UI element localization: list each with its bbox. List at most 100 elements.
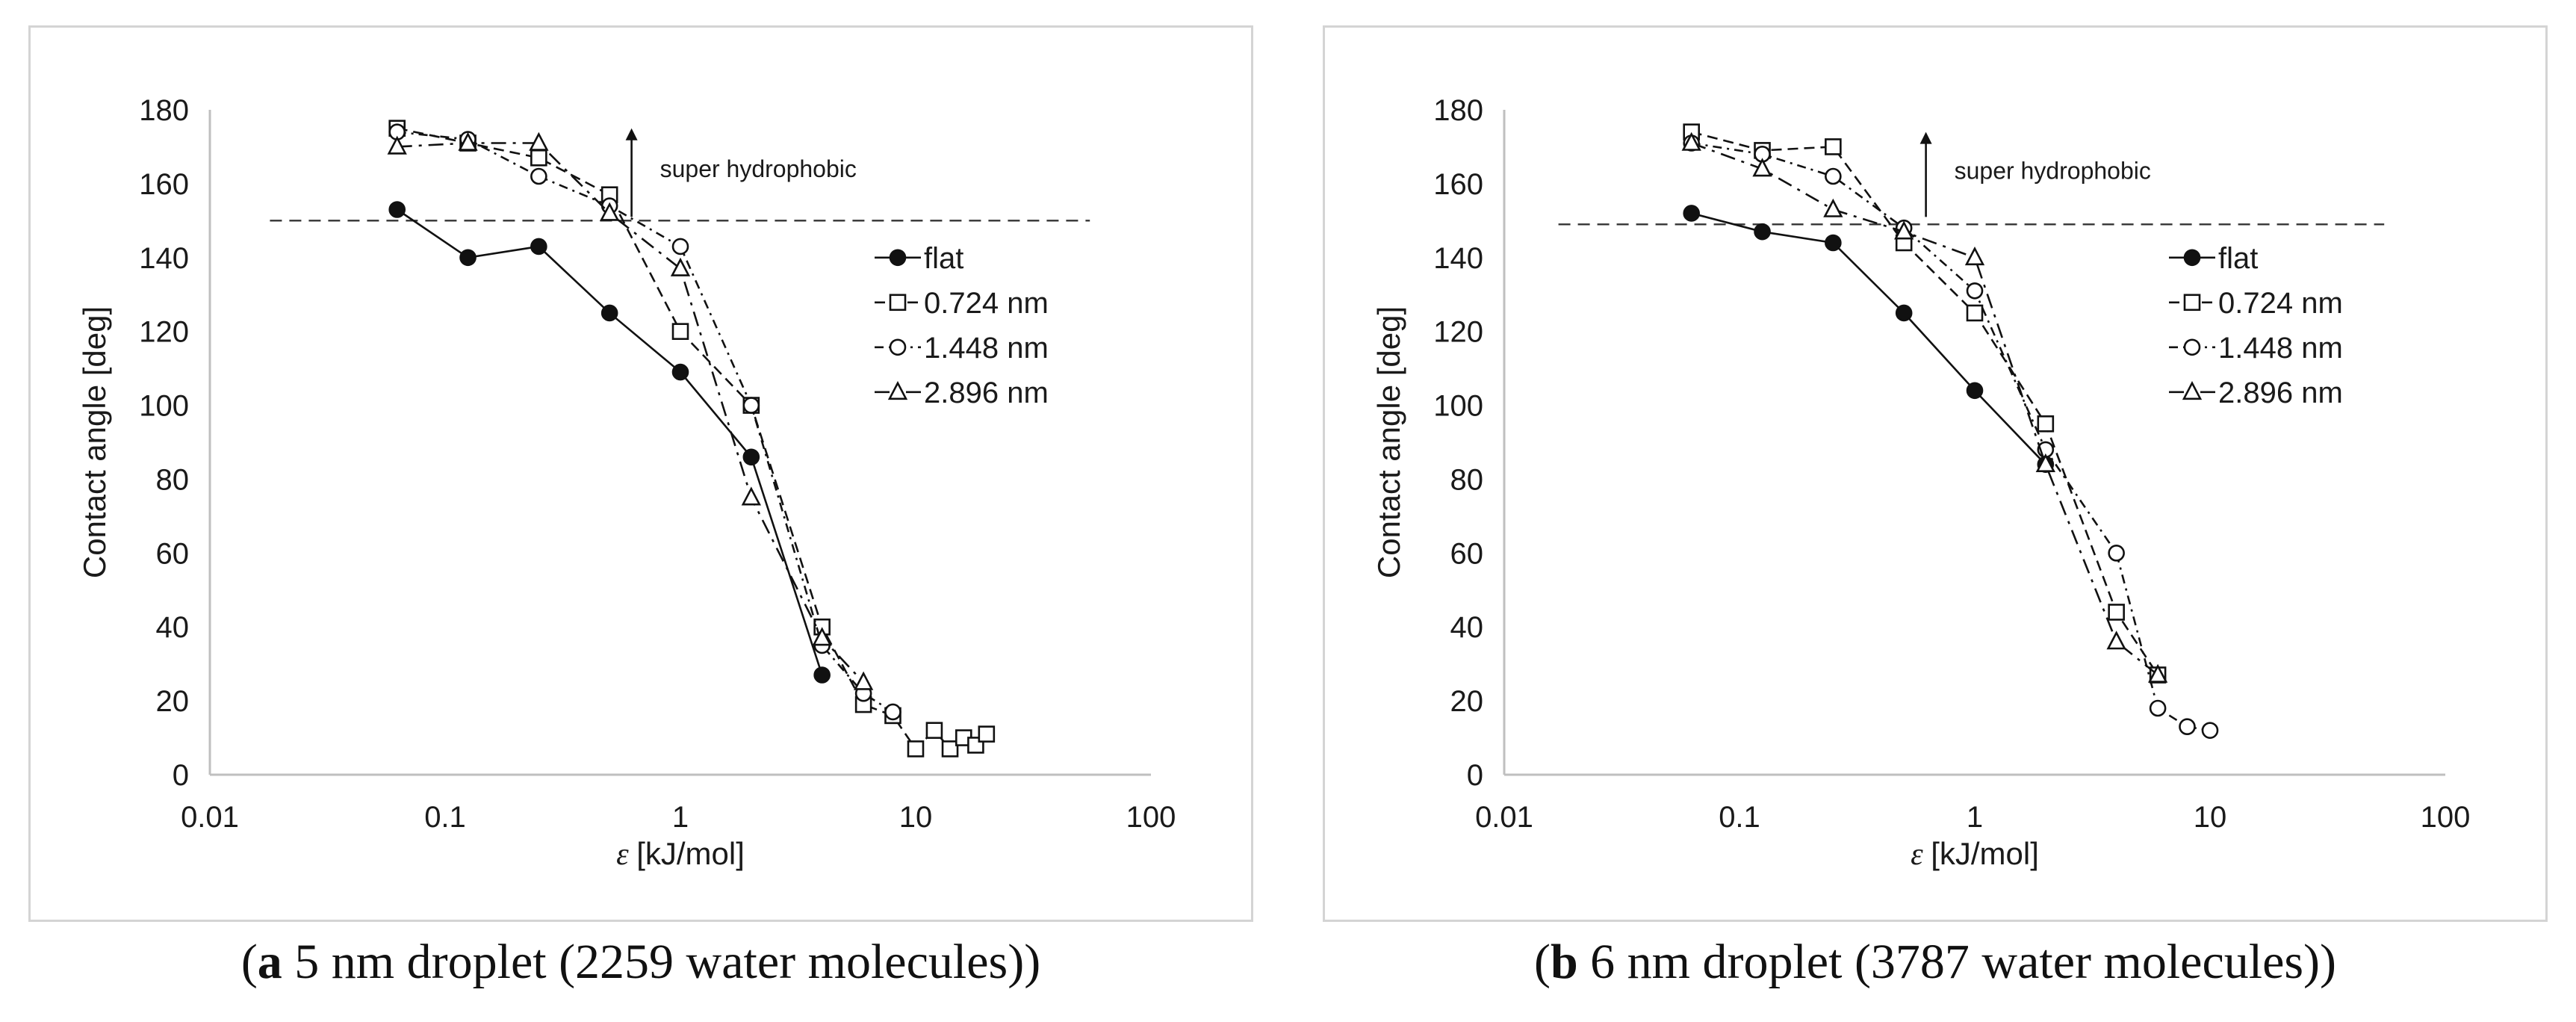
data-point-flat-b	[1895, 304, 1913, 322]
y-tick-label-b-100: 100	[1433, 390, 1483, 423]
series-line-2-896-nm-b	[1691, 142, 2158, 676]
chart-panel-b: 0 20 40 60 80 100 120 140 160 180 0.01 0.1 1 10 100 Con…	[1323, 25, 2548, 922]
data-point-2-896-nm-a	[458, 131, 478, 151]
data-point-flat-b	[1825, 234, 1842, 252]
y-tick-label-a-180: 180	[139, 94, 189, 127]
x-tick-label-b-10: 10	[2194, 801, 2227, 834]
legend-marker-1-448-nm-a	[889, 338, 907, 356]
data-point-flat-a	[600, 304, 618, 322]
x-tick-label-a-0-01: 0.01	[181, 801, 239, 834]
data-point-1-448-nm-a	[742, 397, 760, 414]
data-point-2-896-nm-b	[1964, 246, 1985, 266]
x-axis-symbol-b: ε	[1911, 837, 1931, 872]
data-point-2-896-nm-a	[600, 202, 620, 221]
data-point-flat-b	[1966, 382, 1984, 400]
y-tick-label-b-160: 160	[1433, 168, 1483, 201]
legend-label-flat-a: flat	[924, 242, 963, 275]
y-tick-label-b-120: 120	[1433, 316, 1483, 349]
data-point-2-896-nm-b	[1681, 131, 1701, 151]
legend-marker-0-724-nm-a	[889, 294, 907, 312]
series-1-448-nm-b	[1683, 134, 2219, 739]
y-tick-label-b-60: 60	[1450, 537, 1484, 570]
y-tick-label-a-80: 80	[156, 463, 190, 496]
x-axis-unit-a: [kJ/mol]	[636, 836, 745, 871]
y-tick-label-b-40: 40	[1450, 611, 1484, 644]
annotation-arrow-head-b	[1919, 131, 1932, 144]
y-tick-label-a-140: 140	[139, 242, 189, 275]
series-flat-a	[388, 201, 831, 684]
data-point-1-448-nm-b	[1825, 167, 1842, 185]
legend-marker-2-896-nm-a	[887, 380, 908, 400]
caption-a: (a 5 nm droplet (2259 water molecules))	[240, 935, 1041, 989]
legend-marker-flat-a	[889, 249, 907, 267]
x-tick-label-b-0-1: 0.1	[1719, 801, 1760, 834]
data-point-1-448-nm-a	[884, 703, 901, 721]
annotation-text-b: super hydrophobic	[1955, 158, 2151, 185]
caption-a-text: 5 nm droplet (2259 water molecules)	[282, 935, 1025, 989]
series-2-896-nm-b	[1681, 131, 2168, 683]
x-axis-title-b: ε [kJ/mol]	[1911, 836, 2039, 872]
data-point-0-724-nm-a	[907, 740, 925, 758]
series-line-1-448-nm-b	[1691, 142, 2211, 731]
series-0-724-nm-b	[1683, 123, 2167, 684]
legend-label-0-724-nm-b: 0.724 nm	[2218, 287, 2343, 320]
legend-label-2-896-nm-b: 2.896 nm	[2218, 377, 2343, 409]
data-point-2-896-nm-b	[1894, 220, 1914, 240]
series-line-flat-a	[396, 208, 823, 675]
y-tick-label-b-80: 80	[1450, 463, 1484, 496]
legend-marker-1-448-nm-b	[2183, 338, 2201, 356]
series-flat-b	[1683, 205, 2055, 473]
data-point-0-724-nm-b	[1825, 138, 1842, 155]
y-tick-label-a-60: 60	[156, 537, 190, 570]
x-tick-label-a-0-1: 0.1	[424, 801, 466, 834]
y-tick-label-a-120: 120	[139, 316, 189, 349]
x-tick-label-a-10: 10	[899, 801, 933, 834]
y-axis-title-a: Contact angle [deg]	[77, 306, 112, 578]
y-tick-label-b-0: 0	[1467, 759, 1483, 792]
data-point-0-724-nm-a	[941, 740, 959, 758]
y-axis-title-b: Contact angle [deg]	[1371, 306, 1406, 578]
y-tick-label-a-40: 40	[156, 611, 190, 644]
y-tick-label-b-20: 20	[1450, 685, 1484, 718]
data-point-2-896-nm-b	[2147, 663, 2168, 683]
chart-panel-a: 0 20 40 60 80 100 120 140 160 180 0.01 0.1 1 10 100 Con…	[28, 25, 1253, 922]
data-point-0-724-nm-b	[1966, 304, 1984, 322]
data-point-0-724-nm-a	[978, 725, 996, 743]
data-point-2-896-nm-a	[670, 257, 691, 276]
data-point-2-896-nm-a	[853, 671, 874, 690]
x-axis-title-a: ε [kJ/mol]	[616, 836, 745, 872]
data-point-1-448-nm-a	[530, 167, 547, 185]
caption-b-text: 6 nm droplet (3787 water molecules)	[1577, 935, 2321, 989]
x-axis-unit-b: [kJ/mol]	[1931, 836, 2039, 871]
series-line-0-724-nm-a	[397, 127, 987, 751]
caption-b-label: b	[1550, 935, 1578, 989]
caption-b: (b 6 nm droplet (3787 water molecules))	[1533, 935, 2337, 989]
y-tick-label-a-160: 160	[139, 168, 189, 201]
legend-marker-0-724-nm-b	[2183, 294, 2201, 312]
caption-a-label: a	[257, 935, 282, 989]
data-point-flat-b	[1754, 223, 1771, 241]
x-axis-symbol-a: ε	[616, 837, 636, 872]
data-point-flat-a	[388, 201, 406, 218]
data-point-1-448-nm-b	[2108, 545, 2125, 562]
x-tick-label-b-100: 100	[2421, 801, 2471, 834]
data-point-1-448-nm-b	[2179, 718, 2196, 736]
data-point-flat-a	[530, 238, 547, 256]
y-tick-label-a-0: 0	[173, 759, 189, 792]
data-point-0-724-nm-a	[671, 323, 689, 340]
annotation-text-a: super hydrophobic	[660, 155, 857, 182]
y-tick-label-b-140: 140	[1433, 242, 1483, 275]
data-point-flat-a	[671, 363, 689, 381]
data-point-0-724-nm-b	[2108, 604, 2125, 621]
data-point-1-448-nm-b	[2149, 699, 2167, 717]
annotation-arrow-head-a	[625, 128, 638, 140]
legend-label-1-448-nm-b: 1.448 nm	[2218, 332, 2343, 365]
legend-label-2-896-nm-a: 2.896 nm	[924, 377, 1049, 409]
y-tick-label-b-180: 180	[1433, 94, 1483, 127]
y-tick-label-a-20: 20	[156, 685, 190, 718]
x-tick-label-b-0-01: 0.01	[1475, 801, 1533, 834]
chart-b: 0 20 40 60 80 100 120 140 160 180 0.01 0.1 1 10 100 Con…	[1371, 94, 2471, 872]
legend-label-1-448-nm-a: 1.448 nm	[924, 332, 1049, 365]
data-point-1-448-nm-a	[671, 238, 689, 256]
data-point-flat-b	[1683, 205, 1701, 222]
